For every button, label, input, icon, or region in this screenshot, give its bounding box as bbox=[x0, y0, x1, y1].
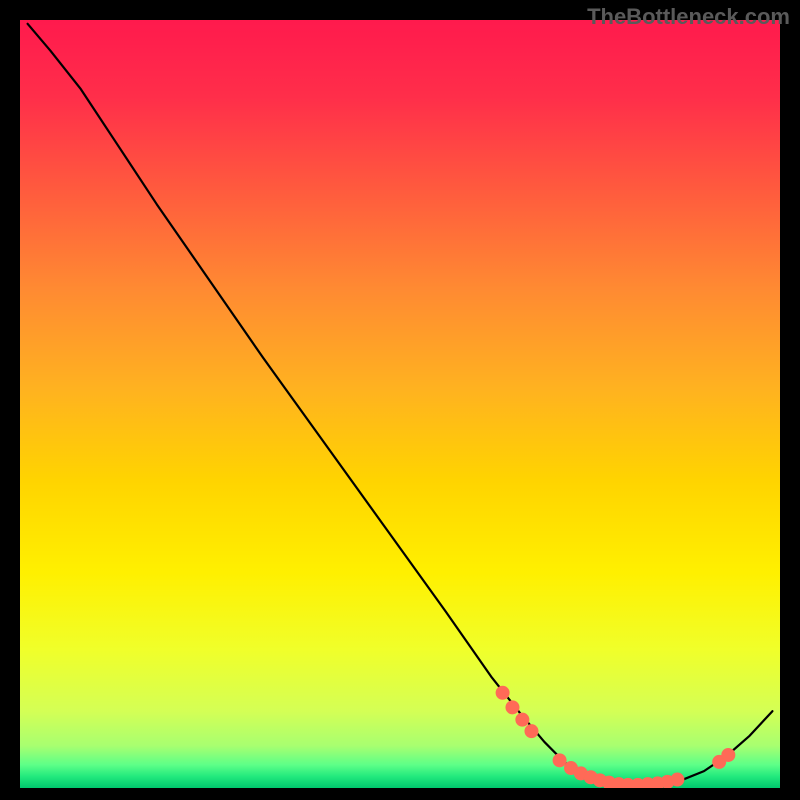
watermark-text: TheBottleneck.com bbox=[587, 4, 790, 30]
marker-point bbox=[553, 754, 566, 767]
chart-svg bbox=[20, 20, 780, 788]
gradient-background bbox=[20, 20, 780, 788]
marker-point bbox=[671, 773, 684, 786]
marker-point bbox=[516, 713, 529, 726]
marker-point bbox=[496, 686, 509, 699]
marker-point bbox=[722, 748, 735, 761]
plot-area bbox=[20, 20, 780, 788]
marker-point bbox=[506, 701, 519, 714]
marker-point bbox=[525, 725, 538, 738]
